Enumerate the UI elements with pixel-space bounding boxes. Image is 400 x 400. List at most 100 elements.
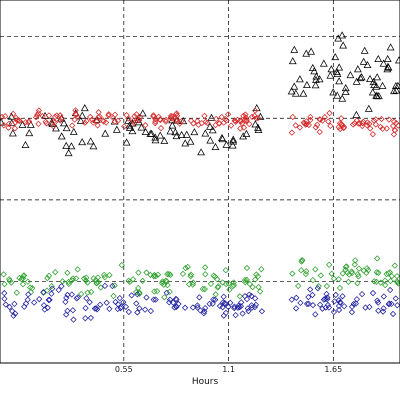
data-point — [314, 285, 321, 292]
data-point — [240, 112, 247, 120]
data-point — [58, 283, 65, 290]
data-point — [206, 122, 214, 130]
data-point — [369, 131, 376, 138]
data-point — [112, 125, 121, 133]
data-point — [253, 115, 260, 122]
data-point — [97, 301, 104, 308]
data-point — [360, 267, 367, 274]
data-point — [49, 285, 56, 292]
data-point — [89, 142, 98, 150]
data-point — [195, 121, 202, 128]
data-point — [69, 307, 77, 314]
data-point — [256, 288, 264, 295]
data-point — [173, 112, 181, 119]
data-point — [309, 302, 317, 309]
data-point — [166, 296, 174, 303]
series-1 — [0, 31, 400, 157]
data-point — [201, 264, 209, 271]
data-point — [219, 279, 226, 286]
data-point — [214, 276, 221, 283]
data-point — [128, 292, 135, 299]
data-point — [197, 148, 206, 156]
data-point — [219, 304, 226, 311]
data-point — [382, 282, 389, 289]
data-point — [168, 113, 176, 120]
data-point — [173, 116, 180, 123]
data-point — [51, 119, 59, 126]
data-point — [342, 263, 349, 271]
data-point — [373, 269, 380, 276]
data-point — [46, 296, 53, 303]
data-point — [35, 110, 42, 117]
data-point — [24, 296, 31, 303]
series-4 — [1, 282, 400, 323]
data-point — [19, 281, 27, 288]
data-point — [59, 119, 68, 127]
data-point — [388, 272, 395, 280]
data-point — [201, 112, 208, 119]
data-point — [335, 306, 343, 314]
data-point — [103, 299, 110, 306]
data-point — [231, 303, 238, 310]
data-point — [243, 276, 250, 284]
data-point — [373, 73, 382, 81]
data-point — [139, 277, 146, 285]
data-point — [129, 276, 137, 283]
data-point — [165, 270, 173, 278]
data-point — [307, 47, 316, 55]
x-tick-labels: 0.55 1.1 1.65 — [115, 365, 342, 374]
data-point — [238, 118, 245, 125]
data-point — [201, 129, 210, 137]
plot-frame — [0, 0, 400, 364]
data-point — [181, 304, 189, 311]
data-point — [105, 111, 112, 118]
data-point — [133, 300, 140, 307]
data-point — [99, 117, 107, 124]
data-point — [289, 113, 296, 121]
data-point — [315, 283, 322, 290]
data-point — [212, 291, 219, 298]
data-point — [69, 127, 78, 135]
data-point — [87, 314, 95, 322]
data-point — [337, 299, 344, 306]
data-point — [363, 122, 371, 129]
data-point — [153, 288, 161, 295]
data-point — [160, 281, 168, 288]
data-point — [25, 119, 32, 126]
data-point — [109, 282, 116, 290]
data-point — [374, 255, 381, 262]
data-point — [76, 116, 85, 124]
data-point — [34, 111, 41, 119]
data-point — [200, 310, 207, 317]
data-point — [385, 270, 392, 277]
data-point — [197, 307, 204, 314]
data-point — [120, 299, 127, 306]
data-point — [57, 132, 66, 140]
data-point — [135, 284, 142, 292]
data-point — [176, 120, 183, 127]
data-point — [11, 300, 18, 307]
data-point — [43, 120, 50, 127]
data-point — [137, 123, 146, 131]
data-point — [219, 299, 227, 306]
data-point — [239, 132, 248, 140]
data-point — [363, 60, 372, 69]
data-point — [392, 86, 400, 94]
data-point — [352, 110, 361, 118]
data-point — [383, 125, 390, 132]
data-point — [125, 123, 134, 131]
x-tick-label: 1.65 — [324, 365, 342, 374]
data-point — [323, 290, 330, 298]
data-point — [63, 294, 70, 302]
data-point — [350, 300, 357, 308]
data-point — [336, 284, 344, 292]
data-point — [62, 141, 71, 149]
data-point — [355, 273, 362, 280]
data-point — [95, 114, 102, 121]
data-point — [130, 117, 137, 124]
data-point — [222, 140, 231, 148]
data-point — [309, 276, 317, 284]
data-point — [45, 272, 53, 280]
data-point — [210, 272, 217, 279]
data-point — [123, 112, 130, 119]
